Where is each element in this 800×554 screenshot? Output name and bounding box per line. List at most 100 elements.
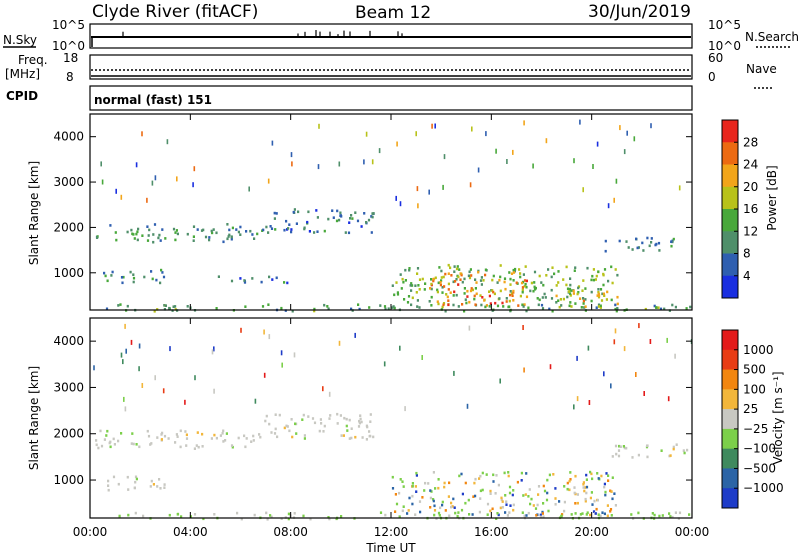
data-cell: [646, 455, 649, 459]
data-cell: [271, 278, 274, 281]
data-cell: [496, 512, 499, 515]
data-cell: [584, 305, 587, 308]
data-cell: [391, 487, 395, 490]
data-cell: [359, 414, 362, 417]
data-cell: [682, 449, 685, 452]
data-cell: [570, 305, 573, 308]
data-cell: [349, 217, 352, 220]
data-cell: [444, 309, 447, 313]
data-cell: [463, 292, 466, 295]
data-cell: [534, 507, 538, 510]
data-cell: [468, 513, 471, 516]
data-cell: [509, 277, 512, 281]
data-cell: [336, 412, 339, 416]
data-cell: [265, 414, 268, 418]
data-cell: [512, 268, 515, 272]
data-cell: [613, 197, 615, 203]
data-cell: [404, 279, 407, 282]
data-cell: [559, 298, 562, 301]
data-cell: [243, 281, 247, 284]
data-cell: [614, 444, 618, 448]
data-cell: [488, 294, 491, 298]
data-cell: [509, 290, 512, 293]
data-cell: [459, 278, 462, 281]
data-cell: [283, 281, 286, 284]
data-cell: [185, 433, 188, 437]
data-cell: [363, 212, 366, 215]
data-cell: [583, 489, 586, 493]
data-cell: [93, 365, 95, 371]
data-cell: [670, 244, 673, 248]
data-cell: [454, 511, 457, 515]
data-cell: [542, 484, 545, 488]
data-cell: [111, 270, 114, 274]
data-cell: [439, 281, 442, 284]
data-cell: [193, 447, 196, 450]
data-cell: [153, 223, 157, 226]
data-cell: [327, 217, 330, 221]
data-cell: [132, 280, 135, 284]
data-cell: [444, 509, 447, 512]
data-cell: [280, 306, 283, 310]
data-cell: [650, 123, 652, 129]
data-cell: [602, 272, 605, 276]
data-cell: [432, 471, 435, 474]
data-cell: [370, 231, 373, 234]
data-cell: [618, 444, 621, 448]
data-cell: [134, 480, 137, 484]
data-cell: [121, 281, 124, 285]
data-cell: [532, 504, 535, 507]
data-cell: [332, 216, 335, 219]
data-cell: [475, 292, 478, 296]
y-tick-label: 3000: [53, 175, 84, 189]
data-cell: [637, 453, 640, 457]
data-cell: [561, 513, 564, 516]
data-cell: [288, 223, 291, 226]
data-cell: [576, 292, 579, 296]
data-cell: [504, 511, 507, 514]
data-cell: [418, 288, 421, 291]
data-cell: [338, 218, 341, 222]
data-cell: [148, 228, 151, 232]
data-cell: [582, 299, 585, 303]
data-cell: [455, 278, 458, 281]
data-cell: [468, 270, 471, 274]
data-cell: [137, 227, 140, 231]
colorbar-tick-label: 20: [743, 180, 758, 194]
data-cell: [594, 278, 597, 281]
data-cell: [134, 511, 137, 515]
data-cell: [244, 445, 247, 449]
data-cell: [160, 268, 163, 272]
data-cell: [416, 267, 420, 270]
data-cell: [468, 276, 472, 280]
data-cell: [119, 303, 122, 306]
data-cell: [280, 350, 283, 356]
data-cell: [416, 305, 419, 308]
data-cell: [106, 279, 109, 283]
data-cell: [616, 273, 619, 277]
data-cell: [453, 270, 456, 273]
data-cell: [465, 301, 468, 305]
data-cell: [527, 511, 530, 515]
data-cell: [507, 474, 510, 478]
data-cell: [146, 225, 149, 228]
data-cell: [479, 279, 483, 282]
data-cell: [584, 499, 587, 503]
data-cell: [438, 514, 441, 517]
data-cell: [521, 511, 524, 514]
data-cell: [430, 278, 433, 281]
data-cell: [142, 514, 145, 518]
data-cell: [147, 234, 150, 237]
data-cell: [224, 439, 227, 442]
data-cell: [365, 438, 368, 441]
data-cell: [607, 203, 610, 209]
data-cell: [535, 514, 538, 517]
data-cell: [625, 446, 628, 450]
velocity-colorbar: 1000 500 100 25 −25 −100 −500 −1000: [721, 329, 784, 509]
data-cell: [537, 485, 541, 488]
data-cell: [228, 233, 231, 237]
data-cell: [146, 239, 150, 242]
data-cell: [481, 471, 484, 475]
data-cell: [596, 498, 599, 502]
data-cell: [274, 228, 277, 231]
